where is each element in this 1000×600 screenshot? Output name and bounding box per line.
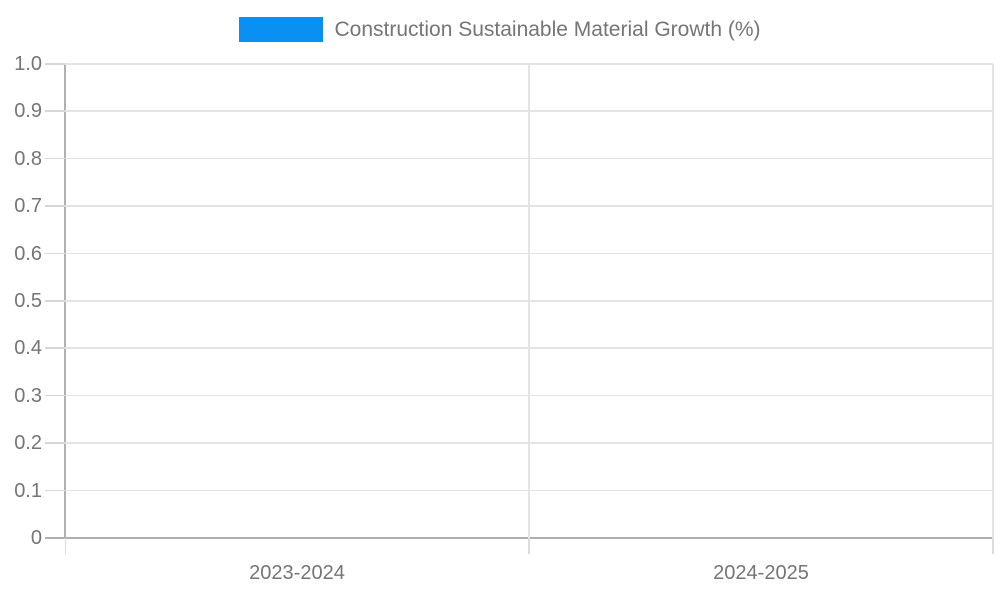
y-axis-tick-label: 0.2 — [14, 432, 42, 455]
y-axis-tick-label: 0.3 — [14, 384, 42, 407]
y-axis-tick-label: 0.9 — [14, 100, 42, 123]
y-axis-tick — [45, 394, 65, 397]
legend-swatch — [239, 17, 324, 42]
y-axis-tick — [45, 205, 65, 207]
y-axis-tick-label: 0.4 — [14, 337, 42, 360]
x-axis-tick — [992, 538, 994, 554]
y-axis-tick — [45, 157, 65, 160]
x-axis-line — [45, 537, 993, 539]
y-axis-tick — [45, 63, 65, 65]
y-axis-tick — [45, 252, 65, 255]
y-gridline — [65, 63, 993, 65]
y-axis-tick-label: 0.1 — [14, 479, 42, 502]
x-axis-label: 2024-2025 — [713, 562, 809, 584]
y-axis-tick — [45, 347, 65, 349]
x-gridline — [528, 64, 530, 538]
legend-label: Construction Sustainable Material Growth… — [334, 18, 761, 41]
x-axis-tick — [528, 538, 530, 554]
y-axis-tick-label: 0 — [30, 527, 42, 549]
y-axis-tick — [45, 300, 65, 302]
y-axis-tick-label: 0.5 — [14, 290, 42, 312]
y-axis-tick-label: 0.6 — [14, 242, 42, 265]
chart-legend[interactable]: Construction Sustainable Material Growth… — [0, 17, 1000, 42]
y-axis-tick-label: 0.8 — [14, 147, 42, 170]
y-axis-tick — [45, 110, 65, 112]
y-axis-tick-label: 0.7 — [14, 195, 42, 218]
x-axis-label: 2023-2024 — [249, 562, 345, 584]
y-axis-tick-label: 1.0 — [14, 53, 42, 75]
y-axis-tick — [45, 489, 65, 492]
y-axis-tick — [45, 442, 65, 444]
x-axis-tick — [64, 538, 66, 554]
x-gridline — [992, 64, 994, 538]
